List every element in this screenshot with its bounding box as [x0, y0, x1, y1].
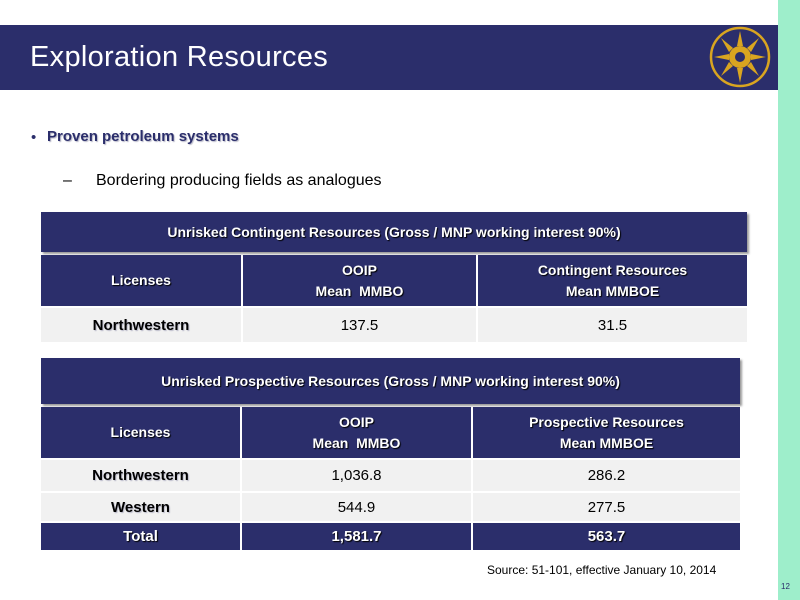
prospective-table-title: Unrisked Prospective Resources (Gross / … — [41, 358, 740, 404]
header-line: OOIP — [338, 413, 374, 430]
right-accent-strip — [778, 0, 800, 600]
table-cell-license: Western — [41, 493, 240, 521]
prospective-header-licenses: Licenses — [41, 407, 240, 458]
total-label: Total — [41, 523, 240, 550]
contingent-header-ooip: OOIP Mean MMBO — [243, 255, 476, 306]
table-cell-license: Northwestern — [41, 308, 241, 342]
sub-bullet-text: Bordering producing fields as analogues — [96, 172, 382, 189]
table-cell-resources: 31.5 — [478, 308, 747, 342]
contingent-table-title: Unrisked Contingent Resources (Gross / M… — [41, 212, 747, 252]
source-note: Source: 51-101, effective January 10, 20… — [487, 563, 717, 577]
sub-bullet-dash: – — [63, 172, 72, 189]
bullet-dot: • — [31, 129, 37, 146]
slide-title: Exploration Resources — [30, 41, 329, 73]
header-line: Mean MMBOE — [565, 282, 660, 299]
table-cell-ooip: 1,036.8 — [242, 460, 471, 491]
bullet-text: Proven petroleum systems — [47, 128, 239, 145]
table-cell-ooip: 544.9 — [242, 493, 471, 521]
table-cell-resources: 286.2 — [473, 460, 740, 491]
header-line: Contingent Resources — [537, 261, 688, 278]
table-cell-resources: 277.5 — [473, 493, 740, 521]
total-ooip: 1,581.7 — [242, 523, 471, 550]
header-bar — [0, 25, 778, 90]
contingent-header-resources: Contingent Resources Mean MMBOE — [478, 255, 747, 306]
header-line: Licenses — [110, 424, 171, 440]
sun-logo-icon — [709, 26, 771, 88]
table-cell-license: Northwestern — [41, 460, 240, 491]
table-cell-ooip: 137.5 — [243, 308, 476, 342]
header-line: Prospective Resources — [529, 413, 684, 430]
prospective-header-resources: Prospective Resources Mean MMBOE — [473, 407, 740, 458]
header-line: Mean MMBO — [315, 282, 404, 299]
header-line: Mean MMBO — [312, 434, 401, 451]
header-line: Licenses — [111, 272, 171, 288]
header-line: Mean MMBOE — [559, 434, 654, 451]
page-number: 12 — [781, 582, 790, 591]
header-line: OOIP — [341, 261, 377, 278]
total-resources: 563.7 — [473, 523, 740, 550]
contingent-header-licenses: Licenses — [41, 255, 241, 306]
prospective-header-ooip: OOIP Mean MMBO — [242, 407, 471, 458]
